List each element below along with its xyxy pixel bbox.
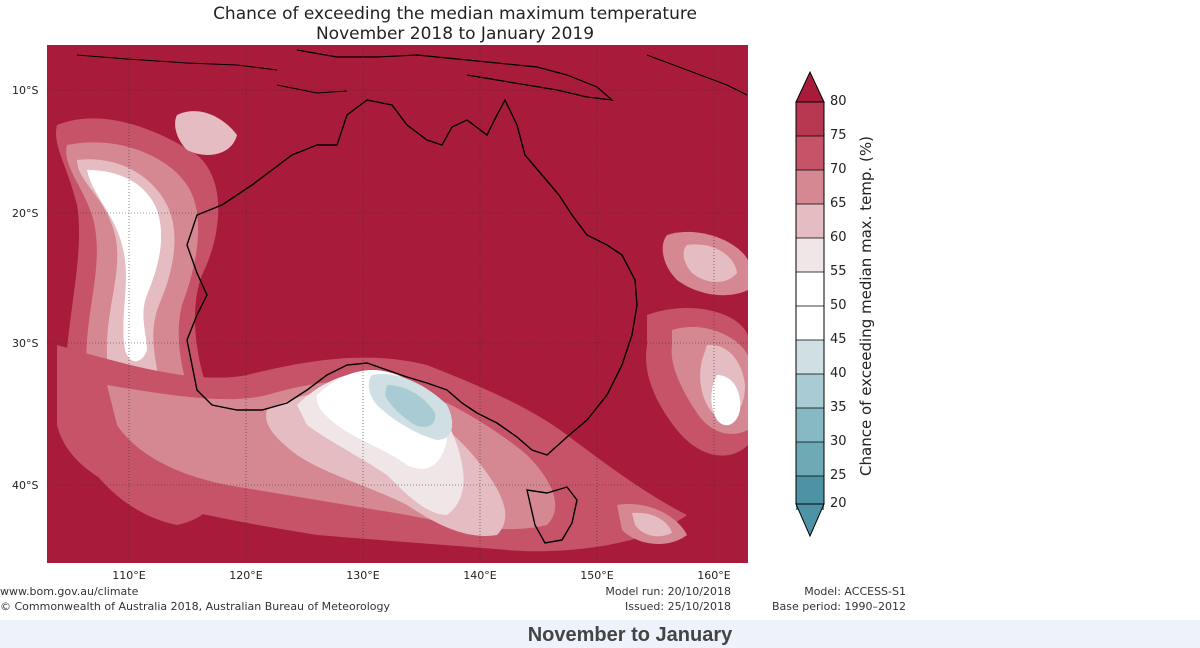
lon-label-160e: 160°E — [697, 569, 731, 582]
colorbar-tick-55: 55 — [830, 264, 847, 279]
colorbar-tick-45: 45 — [830, 332, 847, 347]
colorbar-band-40-45 — [796, 340, 824, 374]
colorbar-tick-35: 35 — [830, 400, 847, 415]
model-run-date: Model run: 20/10/2018 — [605, 585, 731, 598]
lon-label-130e: 130°E — [346, 569, 380, 582]
colorbar-band-75-80 — [796, 102, 824, 136]
period-heading-band — [0, 620, 1200, 648]
colorbar — [795, 70, 825, 538]
colorbar-tick-30: 30 — [830, 434, 847, 449]
outlook-map — [47, 45, 748, 563]
lat-label-10s: 10°S — [12, 84, 39, 97]
copyright-notice: © Commonwealth of Australia 2018, Austra… — [0, 600, 390, 613]
colorbar-tick-20: 20 — [830, 496, 847, 511]
colorbar-tick-60: 60 — [830, 230, 847, 245]
map-title: Chance of exceeding the median maximum t… — [213, 4, 697, 24]
tasmania-coastline — [526, 486, 578, 544]
australia-coastline — [186, 98, 638, 456]
lon-label-110e: 110°E — [112, 569, 146, 582]
colorbar-band-70-75 — [796, 136, 824, 170]
east-ocean-anomaly — [617, 231, 748, 545]
colorbar-tick-70: 70 — [830, 162, 847, 177]
colorbar-band-65-70 — [796, 170, 824, 204]
lat-label-30s: 30°S — [12, 337, 39, 350]
colorbar-band-30-35 — [796, 408, 824, 442]
colorbar-tick-40: 40 — [830, 366, 847, 381]
map-subtitle: November 2018 to January 2019 — [315, 24, 595, 44]
issued-date: Issued: 25/10/2018 — [624, 600, 731, 613]
colorbar-band-45-50 — [796, 306, 824, 340]
colorbar-label: Chance of exceeding median max. temp. (%… — [857, 136, 875, 476]
lon-label-150e: 150°E — [580, 569, 614, 582]
colorbar-tick-25: 25 — [830, 468, 847, 483]
new-guinea-coastline — [296, 49, 614, 101]
base-period: Base period: 1990–2012 — [771, 600, 906, 613]
colorbar-top-arrow — [795, 70, 825, 103]
website-link[interactable]: www.bom.gov.au/climate — [0, 585, 139, 598]
model-name: Model: ACCESS-S1 — [804, 585, 906, 598]
period-heading: November to January — [527, 624, 733, 646]
colorbar-band-35-40 — [796, 374, 824, 408]
graticule — [47, 45, 748, 563]
colorbar-tick-80: 80 — [830, 94, 847, 109]
colorbar-tick-65: 65 — [830, 196, 847, 211]
colorbar-bottom-arrow — [795, 503, 825, 538]
colorbar-tick-75: 75 — [830, 128, 847, 143]
colorbar-band-25-30 — [796, 442, 824, 476]
lat-label-40s: 40°S — [12, 479, 39, 492]
colorbar-band-50-55 — [796, 272, 824, 306]
colorbar-band-55-60 — [796, 238, 824, 272]
colorbar-tick-50: 50 — [830, 298, 847, 313]
lat-label-20s: 20°S — [12, 207, 39, 220]
lon-label-140e: 140°E — [463, 569, 497, 582]
colorbar-band-60-65 — [796, 204, 824, 238]
lon-label-120e: 120°E — [229, 569, 263, 582]
